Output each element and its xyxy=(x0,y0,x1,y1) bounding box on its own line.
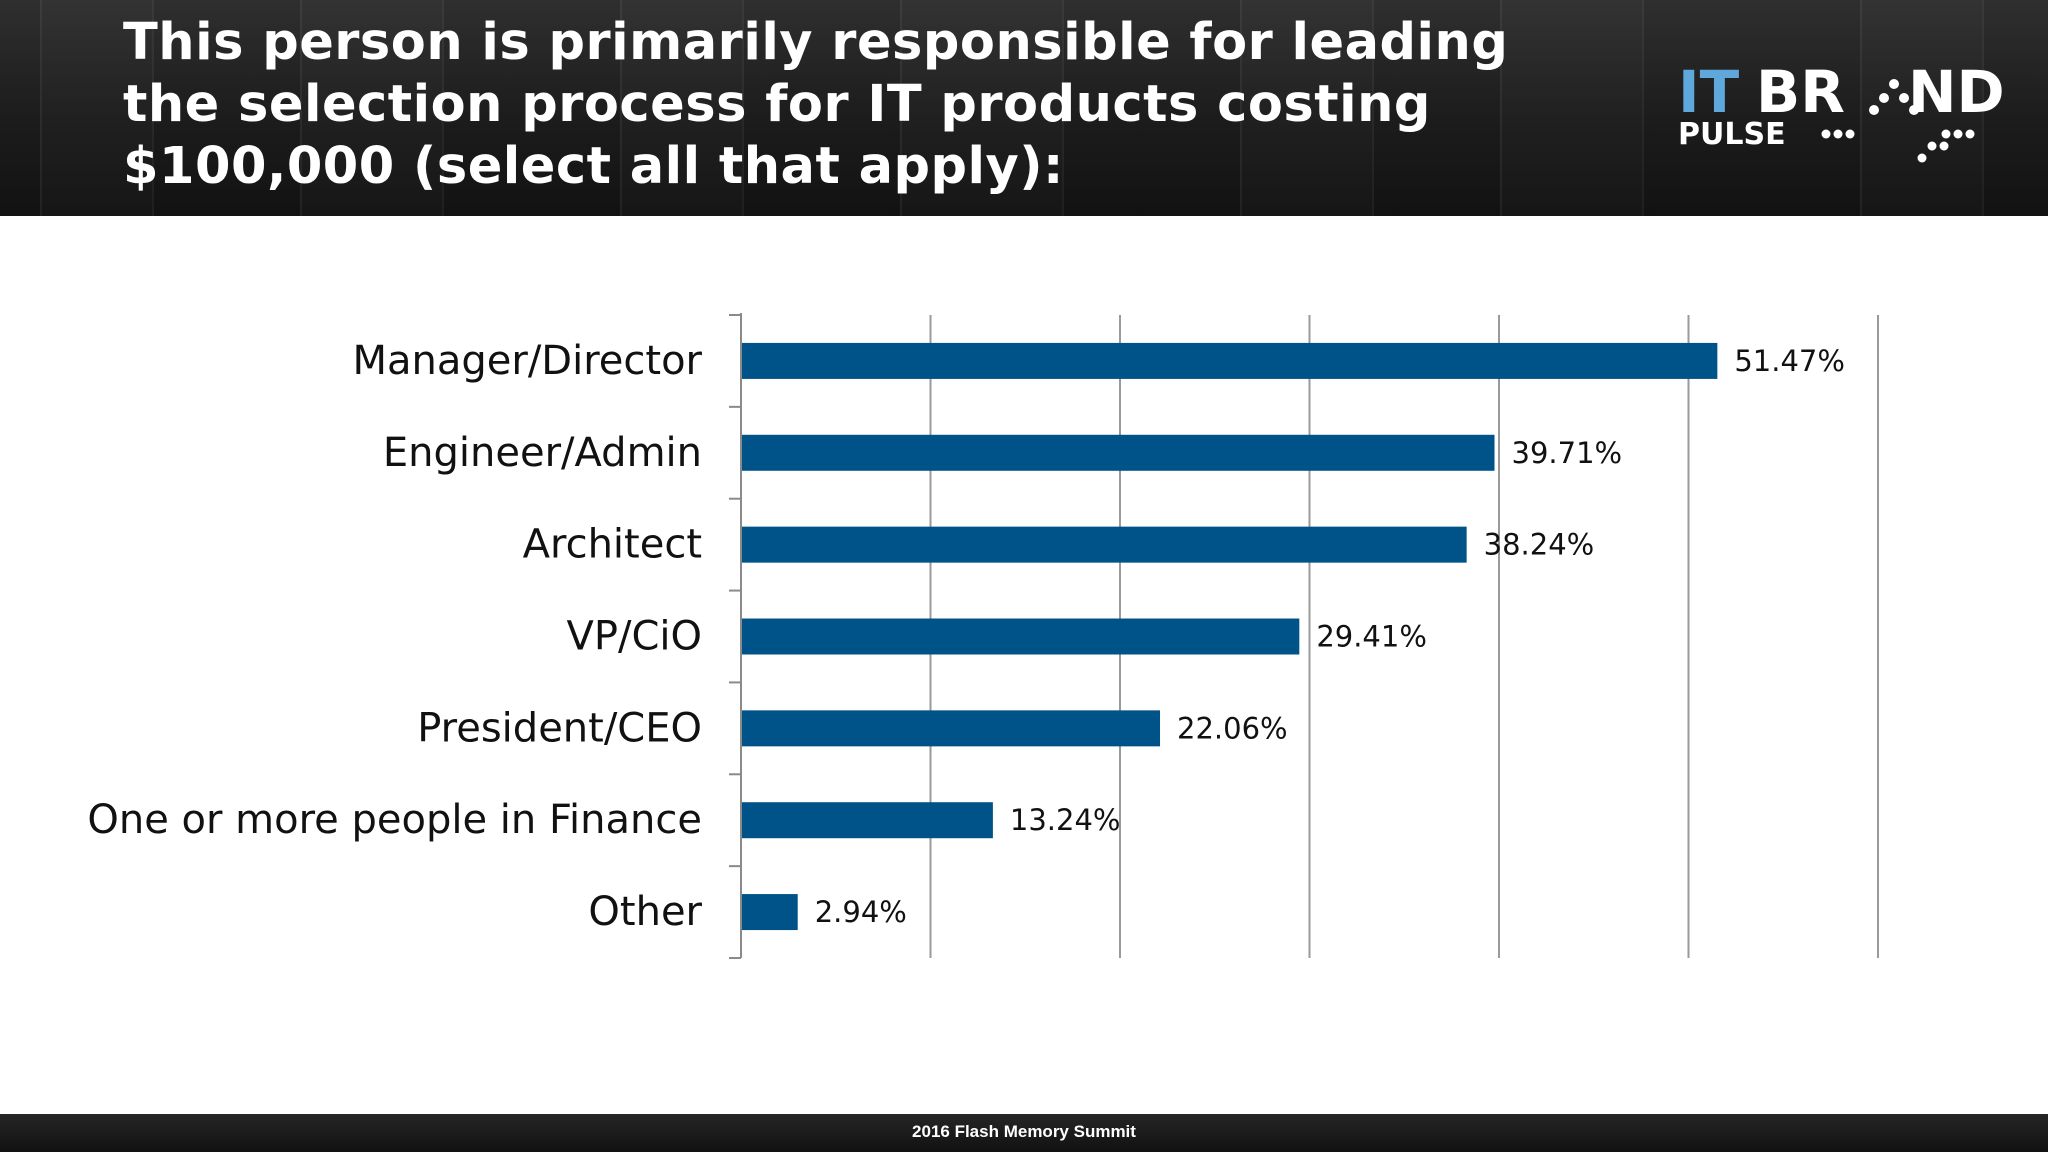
bar-chart: Manager/Director Engineer/Admin Architect V… xyxy=(87,313,1879,959)
category-label: One or more people in Finance xyxy=(87,797,702,843)
chart-bars xyxy=(742,342,1718,931)
value-label: 38.24% xyxy=(1484,528,1595,562)
slide-title: This person is primarily responsible for… xyxy=(123,13,1509,196)
chart-gridlines xyxy=(929,315,1879,958)
bar xyxy=(742,434,1495,471)
category-label: Architect xyxy=(523,522,702,568)
category-label: VP/CiO xyxy=(567,614,703,660)
category-label: Engineer/Admin xyxy=(383,430,702,476)
footer-bar: 2016 Flash Memory Summit xyxy=(0,1114,2048,1152)
bar xyxy=(742,894,798,931)
logo-br-text: BR xyxy=(1756,62,1845,126)
logo-nd-text: ND xyxy=(1908,62,2005,126)
chart-axis xyxy=(729,313,742,959)
value-labels: 51.47% 39.71% 38.24% 29.41% 22.06% 13.24% 2.94… xyxy=(815,344,1845,929)
value-label: 13.24% xyxy=(1010,803,1121,837)
category-labels: Manager/Director Engineer/Admin Architect V… xyxy=(87,338,702,935)
bar xyxy=(742,802,993,839)
value-label: 22.06% xyxy=(1177,711,1288,745)
bar xyxy=(742,342,1718,379)
value-label: 51.47% xyxy=(1734,344,1845,378)
header-banner: This person is primarily responsible for… xyxy=(0,0,2048,216)
category-label: Manager/Director xyxy=(353,338,703,384)
logo-pulse-text: PULSE xyxy=(1678,117,1786,152)
logo-it-text: IT xyxy=(1678,62,1740,126)
logo-dot-pattern-icon xyxy=(1821,79,1975,163)
category-label: Other xyxy=(588,889,702,935)
value-label: 2.94% xyxy=(815,895,907,929)
footer-text: 2016 Flash Memory Summit xyxy=(912,1122,1136,1141)
bar xyxy=(742,526,1467,563)
bar xyxy=(742,618,1300,655)
it-brand-pulse-logo: IT BR ND PULSE xyxy=(1678,62,2005,163)
value-label: 39.71% xyxy=(1512,436,1623,470)
value-label: 29.41% xyxy=(1316,620,1427,654)
bar xyxy=(742,710,1161,747)
category-label: President/CEO xyxy=(417,705,702,751)
